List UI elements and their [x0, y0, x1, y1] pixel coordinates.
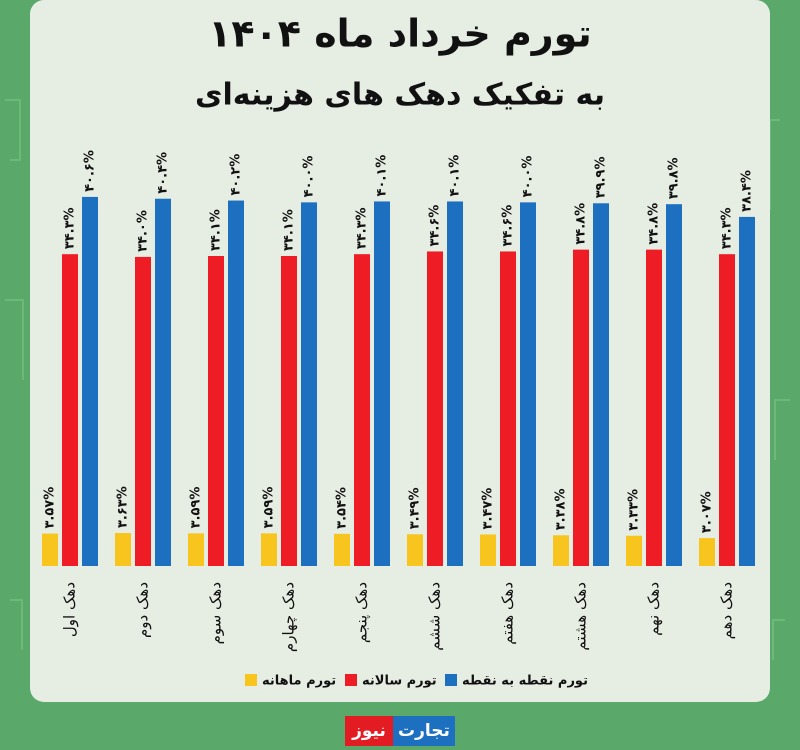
bar — [520, 202, 536, 566]
value-label: ۳۹.۸% — [667, 157, 682, 199]
value-label: ۳۴.۸% — [647, 203, 662, 245]
bar — [82, 196, 98, 566]
bar — [261, 533, 277, 566]
legend-swatch — [445, 674, 457, 686]
bar — [646, 249, 662, 567]
bar — [593, 203, 609, 567]
value-label: ۴۰.۱% — [448, 155, 463, 197]
value-label: ۴۰.۶% — [83, 150, 98, 192]
value-label: ۳۴.۱% — [282, 209, 297, 251]
bar — [208, 256, 224, 566]
legend-swatch — [245, 674, 257, 686]
x-tick-label: دهک هفتم — [499, 582, 517, 645]
value-label: ۳۸.۴% — [740, 170, 755, 212]
value-label: ۳.۵۷% — [43, 487, 58, 529]
bar — [301, 202, 317, 566]
x-tick-label: دهک اول — [61, 582, 79, 637]
value-label: ۳.۵۴% — [335, 487, 350, 529]
bar — [573, 249, 589, 567]
value-label: ۴۰.۴% — [156, 152, 171, 194]
bar — [447, 201, 463, 567]
bar — [480, 534, 496, 566]
value-label: ۴۰.۱% — [375, 155, 390, 197]
bar — [228, 200, 244, 566]
logo-red — [345, 716, 393, 746]
x-tick-label: دهک چهارم — [280, 582, 298, 652]
value-label: ۳.۴۷% — [481, 488, 496, 530]
chart-title: تورم خرداد ماه ۱۴۰۴ — [208, 12, 592, 57]
legend-label: تورم سالانه — [362, 674, 437, 689]
value-label: ۳.۳۸% — [554, 488, 569, 530]
value-label: ۴۰.۰% — [521, 156, 536, 198]
value-label: ۳.۴۹% — [408, 487, 423, 529]
value-label: ۳.۰۷% — [700, 491, 715, 533]
bar — [427, 251, 443, 567]
bar — [42, 533, 58, 566]
bar — [135, 256, 151, 566]
value-label: ۳.۳۳% — [627, 489, 642, 531]
value-label: ۴۰.۰% — [302, 156, 317, 198]
bar — [155, 198, 171, 566]
bar — [553, 535, 569, 566]
bar — [500, 251, 516, 567]
bar — [666, 204, 682, 566]
value-label: ۳.۵۹% — [262, 487, 277, 529]
bar — [334, 533, 350, 566]
legend-label: تورم نقطه به نقطه — [462, 674, 588, 689]
x-tick-label: دهک دهم — [718, 582, 736, 639]
x-tick-label: دهک هشتم — [572, 582, 590, 651]
bar — [188, 533, 204, 566]
x-tick-label: دهک نهم — [645, 582, 663, 636]
legend-label: تورم ماهانه — [262, 674, 336, 689]
value-label: ۳۹.۹% — [594, 156, 609, 198]
x-tick-label: دهک ششم — [426, 582, 444, 651]
value-label: ۳۴.۳% — [355, 207, 370, 249]
x-tick-label: دهک دوم — [134, 582, 152, 638]
bar — [374, 201, 390, 567]
brand-part: نیوز — [351, 721, 386, 741]
x-tick-label: دهک پنجم — [353, 582, 372, 643]
logo-blue — [393, 716, 455, 746]
value-label: ۳۴.۱% — [209, 209, 224, 251]
value-label: ۴۰.۲% — [229, 154, 244, 196]
bar — [739, 216, 755, 566]
value-label: ۳.۵۹% — [189, 487, 204, 529]
bar — [719, 254, 735, 566]
value-label: ۳۴.۳% — [720, 207, 735, 249]
brand-part: تجارت — [398, 721, 450, 741]
bar — [354, 254, 370, 566]
logo: نیوز تجارت — [345, 716, 455, 746]
value-label: ۳۴.۶% — [501, 205, 516, 247]
value-label: ۳۴.۰% — [136, 210, 151, 252]
x-tick-label: دهک سوم — [207, 582, 225, 644]
bar — [699, 538, 715, 566]
bar — [407, 534, 423, 566]
legend-swatch — [345, 674, 357, 686]
bar — [626, 535, 642, 566]
bar — [281, 256, 297, 566]
chart-subtitle: به تفکیک دهک های هزینه‌ای — [195, 78, 605, 113]
value-label: ۳.۶۳% — [116, 486, 131, 528]
value-label: ۳۴.۸% — [574, 203, 589, 245]
value-label: ۳۴.۳% — [63, 207, 78, 249]
bar — [62, 254, 78, 566]
bar — [115, 533, 131, 566]
value-label: ۳۴.۶% — [428, 205, 443, 247]
